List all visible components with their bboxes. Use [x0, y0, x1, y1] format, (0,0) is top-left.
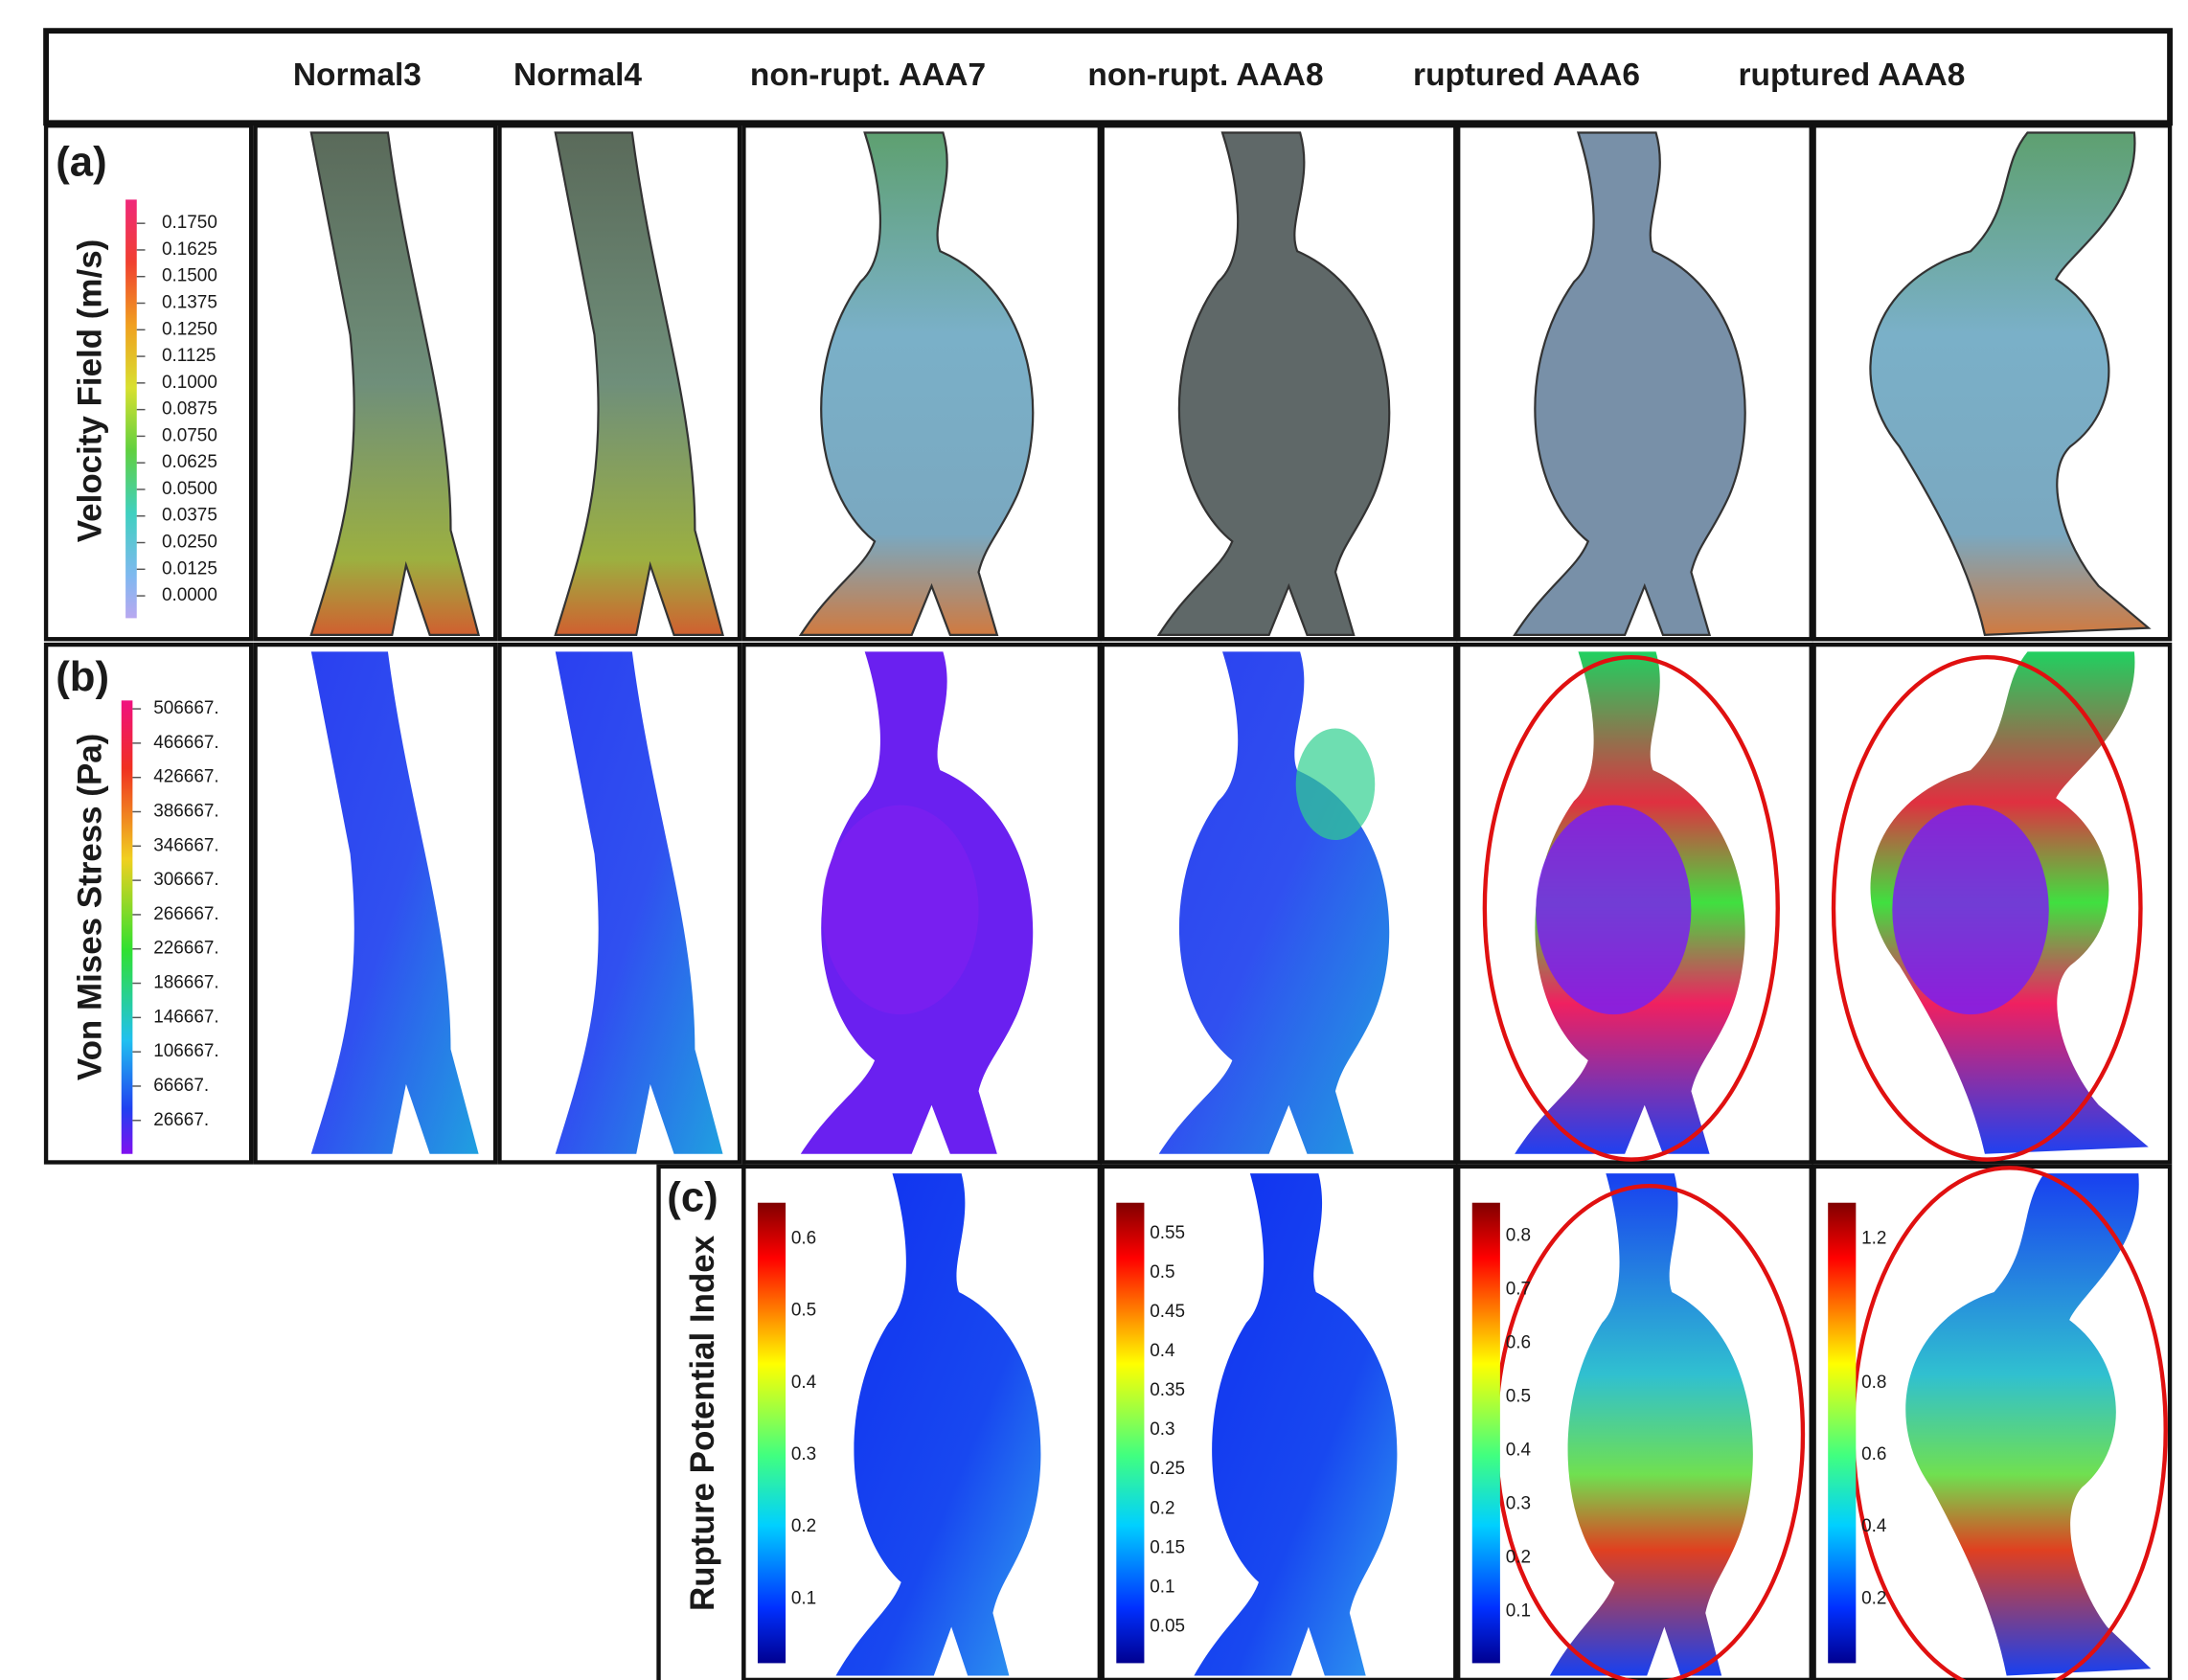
colorbar — [1828, 1203, 1856, 1664]
colorbar-label: 0.1625 — [162, 239, 217, 260]
figure: Normal3 Normal4 non-rupt. AAA7 non-rupt. AA… — [0, 0, 2188, 1680]
colorbar — [758, 1203, 786, 1664]
row-title: Velocity Field (m/s) — [71, 239, 108, 542]
colorbar-label: 386667. — [153, 802, 218, 822]
colorbar-label: 0.8 — [1506, 1226, 1531, 1246]
colorbar-label: 346667. — [153, 835, 218, 855]
colorbar-label: 0.1250 — [162, 319, 217, 339]
colorbar-label: 0.2 — [791, 1516, 816, 1536]
colorbar-label: 0.5 — [791, 1301, 816, 1321]
colorbar — [1116, 1203, 1144, 1664]
colorbar-label: 0.0625 — [162, 452, 217, 472]
low-stress-region — [822, 806, 978, 1014]
colorbar-label: 0.4 — [1150, 1341, 1174, 1361]
colorbar-label: 0.3 — [791, 1444, 816, 1464]
colorbar-label: 0.4 — [791, 1373, 816, 1393]
colorbar-label: 0.2 — [1861, 1588, 1886, 1608]
colorbar-label: 0.1125 — [162, 346, 216, 366]
colorbar-label: 0.7 — [1506, 1280, 1531, 1300]
colorbar — [125, 199, 137, 618]
column-header: non-rupt. AAA8 — [1087, 57, 1323, 93]
colorbar-label: 0.0000 — [162, 585, 217, 605]
colorbar-label: 0.0500 — [162, 479, 217, 499]
colorbar-label: 0.0250 — [162, 533, 217, 553]
colorbar — [1472, 1203, 1500, 1664]
column-header: non-rupt. AAA7 — [750, 57, 986, 93]
column-header: ruptured AAA6 — [1413, 57, 1640, 93]
colorbar-label: 0.6 — [1861, 1444, 1886, 1464]
low-stress-region — [1892, 806, 2048, 1014]
colorbar-label: 0.6 — [1506, 1333, 1531, 1353]
colorbar-label: 0.15 — [1150, 1537, 1185, 1557]
row-title: Von Mises Stress (Pa) — [71, 734, 108, 1080]
row-label: (b) — [56, 653, 109, 700]
column-header: Normal4 — [513, 57, 642, 93]
row-label: (c) — [667, 1173, 718, 1220]
column-header: Normal3 — [293, 57, 422, 93]
colorbar-label: 0.1 — [791, 1588, 816, 1608]
colorbar — [122, 700, 133, 1153]
row-title: Rupture Potential Index — [684, 1235, 721, 1611]
colorbar-label: 0.5 — [1506, 1387, 1531, 1407]
colorbar-label: 0.1500 — [162, 266, 217, 286]
colorbar-label: 0.05 — [1150, 1617, 1185, 1637]
colorbar-label: 26667. — [153, 1110, 209, 1130]
hot-spot — [1296, 728, 1376, 840]
colorbar-label: 0.1 — [1150, 1577, 1174, 1597]
colorbar-label: 1.2 — [1861, 1229, 1886, 1249]
colorbar-label: 0.55 — [1150, 1223, 1185, 1243]
colorbar-label: 0.1000 — [162, 373, 217, 393]
colorbar-label: 0.35 — [1150, 1380, 1185, 1400]
colorbar-label: 426667. — [153, 767, 218, 787]
colorbar-label: 226667. — [153, 939, 218, 959]
colorbar-label: 146667. — [153, 1007, 218, 1027]
colorbar-label: 0.0125 — [162, 558, 217, 579]
colorbar-label: 106667. — [153, 1041, 218, 1061]
colorbar-label: 0.3 — [1506, 1494, 1531, 1514]
colorbar-label: 0.6 — [791, 1229, 816, 1249]
colorbar-label: 0.1750 — [162, 213, 217, 233]
colorbar-label: 66667. — [153, 1076, 209, 1096]
colorbar-label: 0.4 — [1861, 1516, 1886, 1536]
colorbar-label: 0.45 — [1150, 1302, 1185, 1322]
colorbar-label: 0.0750 — [162, 425, 217, 445]
column-header: ruptured AAA8 — [1738, 57, 1965, 93]
colorbar-label: 466667. — [153, 733, 218, 753]
colorbar-label: 0.5 — [1150, 1262, 1174, 1283]
colorbar-label: 0.1 — [1506, 1601, 1531, 1622]
colorbar-label: 0.0875 — [162, 399, 217, 420]
colorbar-label: 0.4 — [1506, 1441, 1531, 1461]
colorbar-label: 0.2 — [1506, 1548, 1531, 1568]
colorbar-label: 186667. — [153, 973, 218, 993]
colorbar-label: 0.25 — [1150, 1459, 1185, 1479]
colorbar-label: 266667. — [153, 904, 218, 924]
colorbar-label: 0.8 — [1861, 1373, 1886, 1393]
colorbar-label: 0.2 — [1150, 1498, 1174, 1518]
colorbar-label: 0.3 — [1150, 1419, 1174, 1440]
colorbar-label: 0.1375 — [162, 293, 217, 313]
colorbar-label: 506667. — [153, 698, 218, 718]
page: {"header": {"columns": ["Normal3", "Norm… — [0, 0, 2188, 1680]
colorbar-label: 0.0375 — [162, 506, 217, 526]
low-stress-region — [1536, 806, 1691, 1014]
colorbar-label: 306667. — [153, 870, 218, 890]
row-label: (a) — [56, 139, 106, 186]
